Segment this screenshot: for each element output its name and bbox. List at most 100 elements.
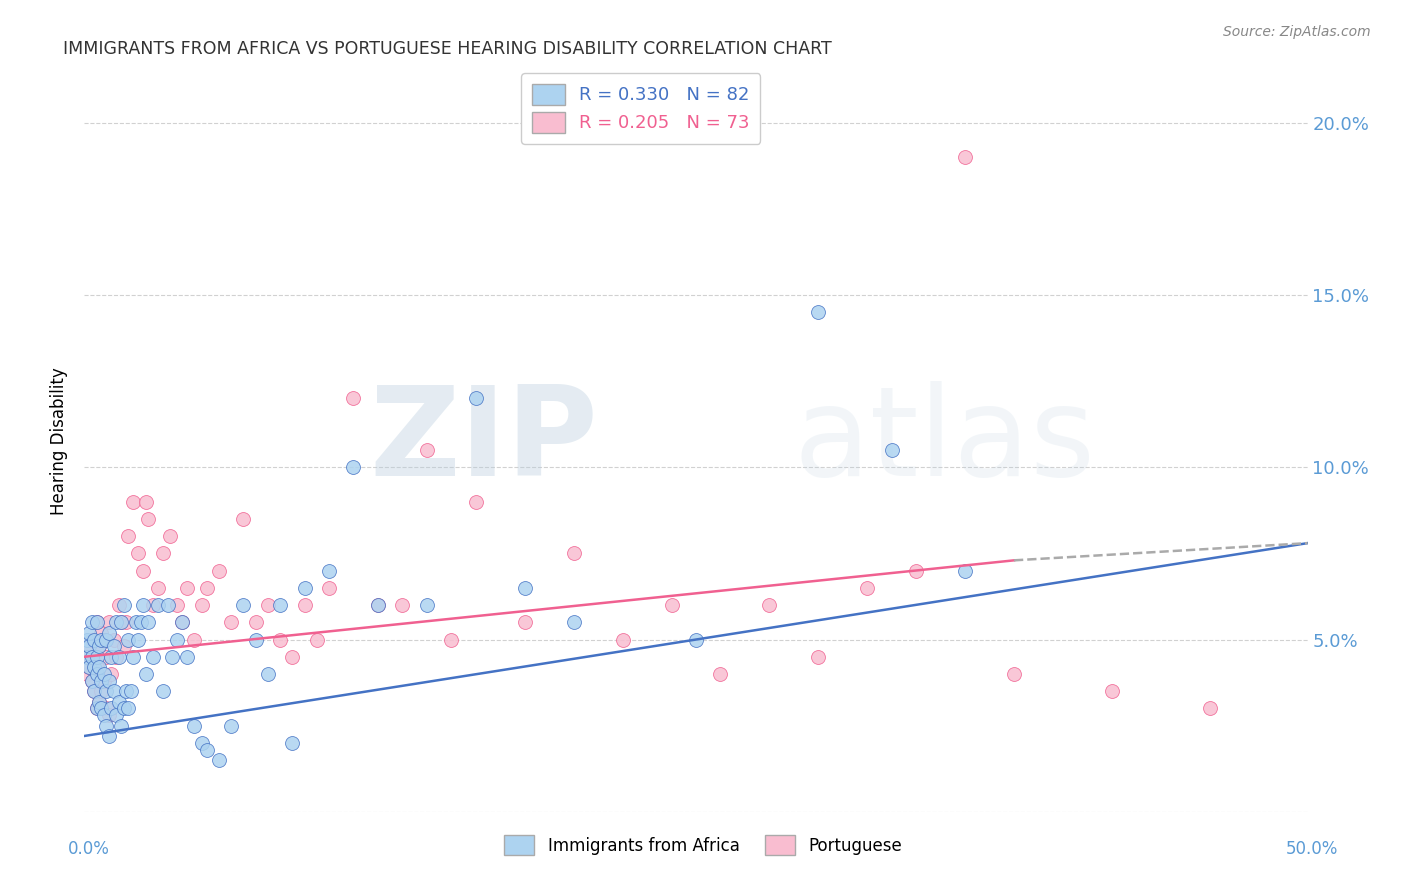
- Point: [96, 718, 118, 732]
- Point: [112, 640, 135, 654]
- Point: [208, 753, 231, 767]
- Point: [269, 598, 291, 612]
- Point: [367, 598, 389, 612]
- Point: [107, 649, 129, 664]
- Point: [93, 708, 115, 723]
- Point: [80, 632, 103, 647]
- Point: [76, 649, 98, 664]
- Point: [76, 632, 98, 647]
- Point: [294, 598, 316, 612]
- Point: [112, 701, 135, 715]
- Point: [156, 598, 179, 612]
- Point: [416, 443, 439, 458]
- Text: ZIP: ZIP: [370, 381, 598, 502]
- Point: [142, 649, 165, 664]
- Point: [513, 581, 536, 595]
- Point: [391, 598, 413, 612]
- Point: [80, 673, 103, 688]
- Point: [183, 718, 205, 732]
- Point: [93, 667, 115, 681]
- Point: [294, 581, 316, 595]
- Point: [76, 667, 98, 681]
- Point: [183, 632, 205, 647]
- Point: [1198, 701, 1220, 715]
- Point: [245, 632, 267, 647]
- Point: [80, 673, 103, 688]
- Point: [135, 667, 157, 681]
- Point: [86, 615, 108, 630]
- Point: [96, 701, 118, 715]
- Point: [107, 694, 129, 708]
- Point: [86, 615, 108, 630]
- Point: [87, 694, 110, 708]
- Point: [416, 598, 439, 612]
- Point: [219, 718, 242, 732]
- Point: [318, 564, 340, 578]
- Point: [86, 649, 108, 664]
- Point: [97, 729, 120, 743]
- Point: [87, 694, 110, 708]
- Point: [77, 640, 100, 654]
- Point: [93, 673, 115, 688]
- Text: 50.0%: 50.0%: [1286, 840, 1339, 858]
- Point: [166, 632, 188, 647]
- Point: [142, 598, 165, 612]
- Point: [257, 667, 280, 681]
- Point: [758, 598, 780, 612]
- Point: [159, 529, 181, 543]
- Legend: Immigrants from Africa, Portuguese: Immigrants from Africa, Portuguese: [498, 829, 908, 862]
- Point: [905, 564, 928, 578]
- Point: [97, 615, 120, 630]
- Point: [107, 598, 129, 612]
- Point: [77, 625, 100, 640]
- Point: [513, 615, 536, 630]
- Point: [125, 615, 148, 630]
- Point: [80, 615, 103, 630]
- Point: [76, 649, 98, 664]
- Point: [96, 649, 118, 664]
- Point: [281, 736, 304, 750]
- Point: [110, 615, 132, 630]
- Point: [117, 632, 139, 647]
- Point: [191, 598, 214, 612]
- Point: [162, 649, 184, 664]
- Point: [612, 632, 634, 647]
- Point: [100, 701, 122, 715]
- Point: [100, 667, 122, 681]
- Point: [562, 546, 585, 560]
- Point: [219, 615, 242, 630]
- Point: [232, 512, 254, 526]
- Point: [77, 660, 100, 674]
- Point: [195, 743, 218, 757]
- Point: [464, 495, 486, 509]
- Point: [132, 598, 155, 612]
- Point: [1002, 667, 1025, 681]
- Point: [97, 625, 120, 640]
- Point: [117, 529, 139, 543]
- Point: [86, 660, 108, 674]
- Point: [87, 660, 110, 674]
- Point: [77, 640, 100, 654]
- Text: 0.0%: 0.0%: [67, 840, 110, 858]
- Point: [562, 615, 585, 630]
- Point: [90, 673, 112, 688]
- Point: [305, 632, 328, 647]
- Point: [90, 625, 112, 640]
- Point: [342, 460, 364, 475]
- Point: [87, 640, 110, 654]
- Point: [86, 667, 108, 681]
- Point: [122, 495, 145, 509]
- Point: [172, 615, 194, 630]
- Point: [129, 615, 152, 630]
- Point: [96, 632, 118, 647]
- Point: [709, 667, 731, 681]
- Point: [90, 684, 112, 698]
- Point: [367, 598, 389, 612]
- Point: [661, 598, 683, 612]
- Point: [176, 649, 198, 664]
- Point: [122, 649, 145, 664]
- Text: Source: ZipAtlas.com: Source: ZipAtlas.com: [1223, 25, 1371, 39]
- Point: [440, 632, 463, 647]
- Point: [83, 684, 105, 698]
- Point: [83, 649, 105, 664]
